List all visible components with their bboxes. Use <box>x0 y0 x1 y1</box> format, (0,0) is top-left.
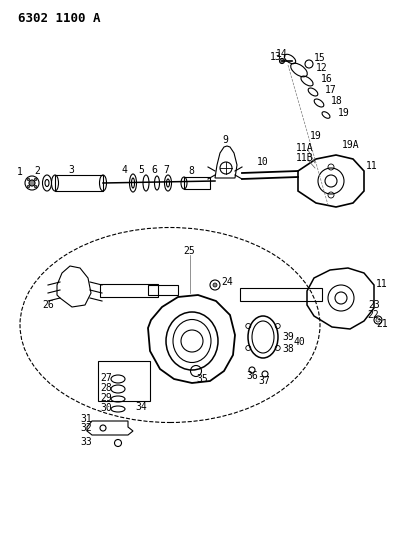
Text: 19A: 19A <box>342 140 359 150</box>
Text: 18: 18 <box>331 96 343 106</box>
Text: 34: 34 <box>135 402 147 412</box>
Text: 11: 11 <box>376 279 388 289</box>
Text: 17: 17 <box>325 85 337 95</box>
Text: 6: 6 <box>151 165 157 175</box>
Bar <box>55 175 103 191</box>
Text: 36: 36 <box>246 371 258 381</box>
Text: 24: 24 <box>221 277 233 287</box>
Text: 9: 9 <box>222 135 228 145</box>
Text: 39: 39 <box>282 332 294 342</box>
Text: 28: 28 <box>100 383 112 393</box>
Circle shape <box>27 185 30 188</box>
Text: 11: 11 <box>366 161 378 171</box>
Bar <box>100 284 158 297</box>
Text: 29: 29 <box>100 393 112 403</box>
Bar <box>98 361 150 401</box>
Circle shape <box>34 185 37 188</box>
Text: 10: 10 <box>257 157 269 167</box>
Text: 40: 40 <box>294 337 306 347</box>
Text: 5: 5 <box>138 165 144 175</box>
Text: 35: 35 <box>196 374 208 384</box>
Text: 4: 4 <box>122 165 128 175</box>
Text: 32: 32 <box>80 423 92 433</box>
Text: 12: 12 <box>316 63 328 73</box>
Text: 37: 37 <box>258 376 270 386</box>
Text: 7: 7 <box>163 165 169 175</box>
Circle shape <box>279 59 284 63</box>
Circle shape <box>29 180 35 186</box>
Circle shape <box>34 178 37 181</box>
Text: 27: 27 <box>100 373 112 383</box>
Text: 31: 31 <box>80 414 92 424</box>
Text: 19: 19 <box>338 108 350 118</box>
Text: 19: 19 <box>310 131 322 141</box>
Text: 11A: 11A <box>296 143 314 153</box>
Text: 13: 13 <box>270 52 282 62</box>
Text: 1: 1 <box>17 167 23 177</box>
Text: 25: 25 <box>183 246 195 256</box>
Text: 15: 15 <box>314 53 326 63</box>
Text: 30: 30 <box>100 403 112 413</box>
Text: 3: 3 <box>68 165 74 175</box>
Text: 33: 33 <box>80 437 92 447</box>
Text: 2: 2 <box>34 166 40 176</box>
Text: 26: 26 <box>42 300 54 310</box>
Text: 23: 23 <box>368 300 380 310</box>
Text: 38: 38 <box>282 344 294 354</box>
Text: 11B: 11B <box>296 153 314 163</box>
Text: 14: 14 <box>276 49 288 59</box>
Text: 22: 22 <box>367 310 379 320</box>
Bar <box>240 288 322 301</box>
Bar <box>148 285 178 295</box>
Bar <box>184 177 210 189</box>
Text: 8: 8 <box>188 166 194 176</box>
Text: 21: 21 <box>376 319 388 329</box>
Text: 16: 16 <box>321 74 333 84</box>
Circle shape <box>27 178 30 181</box>
Text: 6302 1100 A: 6302 1100 A <box>18 12 100 25</box>
Circle shape <box>213 283 217 287</box>
